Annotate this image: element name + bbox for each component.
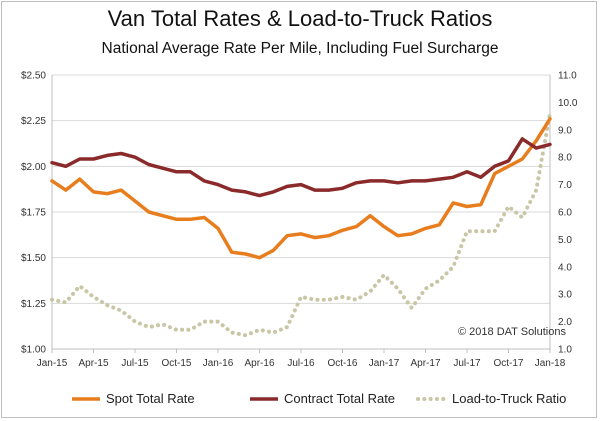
- y-right-tick-label: 11.0: [558, 71, 577, 82]
- y-right-tick-label: 8.0: [558, 153, 572, 164]
- x-tick-label: Jul-15: [121, 358, 149, 369]
- y-left-tick-label: $1.00: [21, 345, 46, 356]
- y-right-tick-label: 5.0: [558, 235, 572, 246]
- x-tick-label: Apr-16: [244, 358, 274, 369]
- y-left-tick-label: $2.25: [21, 116, 46, 127]
- x-tick-label: Jan-17: [369, 358, 400, 369]
- y-right-tick-label: 10.0: [558, 98, 578, 109]
- y-right-tick-label: 9.0: [558, 125, 572, 136]
- legend-label: Contract Total Rate: [284, 391, 395, 406]
- series-lines: [50, 111, 552, 338]
- y-right-tick-label: 1.0: [558, 345, 572, 356]
- y-right-tick-label: 3.0: [558, 290, 572, 301]
- x-tick-label: Oct-16: [327, 358, 357, 369]
- y-left-tick-label: $1.75: [21, 208, 46, 219]
- series-line-contract-total-rate: [50, 137, 552, 198]
- x-tick-label: Jan-15: [37, 358, 68, 369]
- series-line-spot-total-rate: [50, 117, 552, 260]
- series-line-load-to-truck-ratio: [50, 111, 552, 338]
- chart-subtitle: National Average Rate Per Mile, Includin…: [101, 40, 499, 57]
- y-right-tick-label: 7.0: [558, 180, 572, 191]
- x-tick-label: Jan-16: [203, 358, 234, 369]
- x-tick-label: Apr-17: [410, 358, 440, 369]
- legend-label: Spot Total Rate: [106, 391, 195, 406]
- y-left-tick-label: $2.50: [21, 71, 46, 82]
- y-right-tick-label: 6.0: [558, 208, 572, 219]
- tick-labels: $1.00 $1.25 $1.50 $1.75 $2.00 $2.25 $2.50 1.0 2.…: [21, 71, 578, 370]
- chart-title: Van Total Rates & Load-to-Truck Ratios: [107, 6, 493, 31]
- y-right-tick-label: 2.0: [558, 317, 572, 328]
- y-left-tick-label: $1.50: [21, 253, 46, 264]
- credit-text: © 2018 DAT Solutions: [458, 326, 566, 338]
- x-tick-label: Jan-18: [535, 358, 566, 369]
- x-tick-label: Oct-15: [161, 358, 191, 369]
- axes: [51, 75, 551, 353]
- x-tick-label: Jul-16: [287, 358, 315, 369]
- x-tick-label: Jul-17: [453, 358, 481, 369]
- x-tick-label: Apr-15: [78, 358, 108, 369]
- legend: Spot Total Rate Contract Total Rate Load-t…: [72, 391, 566, 406]
- y-right-tick-label: 4.0: [558, 262, 572, 273]
- gridlines: [52, 74, 550, 304]
- x-tick-label: Oct-17: [493, 358, 523, 369]
- y-left-tick-label: $2.00: [21, 162, 46, 173]
- legend-label: Load-to-Truck Ratio: [452, 391, 566, 406]
- y-left-tick-label: $1.25: [21, 299, 46, 310]
